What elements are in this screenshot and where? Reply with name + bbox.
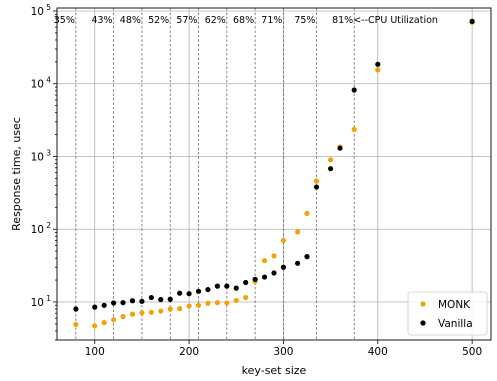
data-point-monk: [73, 321, 79, 328]
legend-marker-monk: [420, 301, 426, 307]
cpu-utilization-label: 81%: [332, 15, 353, 26]
data-point-vanilla: [139, 298, 145, 304]
data-point-monk: [280, 237, 287, 244]
data-point-vanilla: [195, 288, 202, 294]
legend: MONK Vanilla: [407, 291, 488, 336]
y-tick-exponent: 3: [46, 148, 51, 157]
data-point-monk: [261, 258, 268, 264]
data-point-vanilla: [294, 260, 301, 266]
x-tick-label: 500: [462, 346, 482, 358]
cpu-utilization-label: 48%: [120, 15, 141, 26]
cpu-utilization-label: 57%: [176, 15, 197, 26]
y-tick-exponent: 4: [46, 76, 51, 85]
data-point-monk: [224, 300, 230, 306]
data-point-vanilla: [205, 286, 211, 293]
data-point-monk: [243, 294, 249, 301]
data-point-vanilla: [375, 61, 381, 67]
data-point-monk: [304, 210, 310, 217]
data-point-monk: [233, 297, 239, 304]
data-point-vanilla: [224, 283, 230, 289]
x-tick-label: 200: [179, 346, 199, 358]
data-point-vanilla: [167, 296, 173, 302]
data-point-vanilla: [158, 296, 164, 303]
grid-lines: [57, 8, 491, 340]
data-point-vanilla: [111, 300, 117, 306]
y-tick-exponent: 1: [46, 294, 51, 303]
legend-label-monk: MONK: [438, 299, 471, 311]
cpu-utilization-label: 35%: [54, 15, 75, 26]
data-point-vanilla: [304, 254, 310, 260]
data-point-vanilla: [328, 166, 334, 172]
data-point-monk: [214, 300, 220, 306]
data-point-monk: [313, 178, 320, 184]
cpu-utilization-markers: [75, 8, 355, 340]
data-point-vanilla: [73, 306, 79, 312]
data-point-monk: [167, 306, 173, 312]
y-tick-exponent: 2: [46, 221, 51, 230]
data-point-vanilla: [337, 145, 343, 151]
legend-marker-vanilla: [420, 320, 426, 326]
data-point-vanilla: [233, 285, 239, 291]
x-tick-label: 300: [273, 346, 293, 358]
data-point-vanilla: [271, 270, 277, 276]
y-tick-label: 10: [31, 297, 44, 309]
y-tick-label: 10: [31, 79, 44, 91]
data-point-monk: [205, 300, 211, 306]
y-axis-label: Response time, usec: [10, 117, 23, 231]
data-point-monk: [351, 126, 357, 133]
legend-label-vanilla: Vanilla: [438, 318, 473, 330]
axes: [53, 7, 492, 344]
data-point-vanilla: [469, 18, 475, 24]
cpu-utilization-label: 68%: [233, 15, 254, 26]
x-tick-label: 100: [85, 346, 105, 358]
cpu-utilization-label: 43%: [91, 15, 112, 26]
labels: 35% 43% 48% 52% 57% 62% 68% 71% 75% 81% <--CPU Uti…: [10, 3, 482, 377]
data-point-monk: [158, 308, 164, 314]
data-points: [73, 18, 475, 329]
data-point-monk: [294, 229, 301, 235]
data-point-monk: [375, 67, 381, 73]
cpu-utilization-label: 75%: [294, 15, 315, 26]
data-point-monk: [148, 309, 154, 315]
data-point-vanilla: [101, 302, 107, 308]
y-tick-label: 10: [31, 151, 44, 163]
data-point-vanilla: [252, 276, 258, 282]
cpu-utilization-label: 71%: [261, 15, 282, 26]
data-point-monk: [271, 253, 277, 259]
data-point-vanilla: [120, 300, 126, 306]
data-point-monk: [129, 311, 136, 317]
data-point-monk: [101, 320, 107, 326]
cpu-utilization-label: 62%: [205, 15, 226, 26]
data-point-monk: [139, 310, 145, 316]
data-point-monk: [120, 313, 126, 320]
data-point-vanilla: [313, 184, 320, 190]
data-point-vanilla: [148, 294, 154, 301]
y-tick-label: 10: [31, 6, 44, 18]
data-point-monk: [111, 317, 117, 323]
legend-box: [407, 291, 488, 336]
data-point-monk: [195, 302, 202, 308]
data-point-vanilla: [129, 298, 136, 304]
data-point-vanilla: [214, 283, 220, 289]
data-point-monk: [177, 306, 183, 312]
y-tick-label: 10: [31, 224, 44, 236]
data-point-monk: [186, 303, 192, 309]
data-point-vanilla: [261, 274, 268, 280]
x-tick-label: 400: [368, 346, 388, 358]
data-point-vanilla: [92, 304, 98, 310]
data-point-vanilla: [186, 291, 192, 297]
data-point-vanilla: [243, 279, 249, 286]
cpu-utilization-label: 52%: [148, 15, 169, 26]
plot-frame: [56, 7, 492, 341]
data-point-vanilla: [280, 264, 287, 270]
y-tick-exponent: 5: [46, 3, 51, 12]
cpu-utilization-title: <--CPU Utilization: [353, 15, 438, 26]
x-axis-label: key-set size: [242, 364, 307, 377]
data-point-monk: [92, 323, 98, 329]
data-point-vanilla: [351, 87, 357, 93]
data-point-monk: [328, 157, 334, 163]
data-point-vanilla: [177, 290, 183, 296]
